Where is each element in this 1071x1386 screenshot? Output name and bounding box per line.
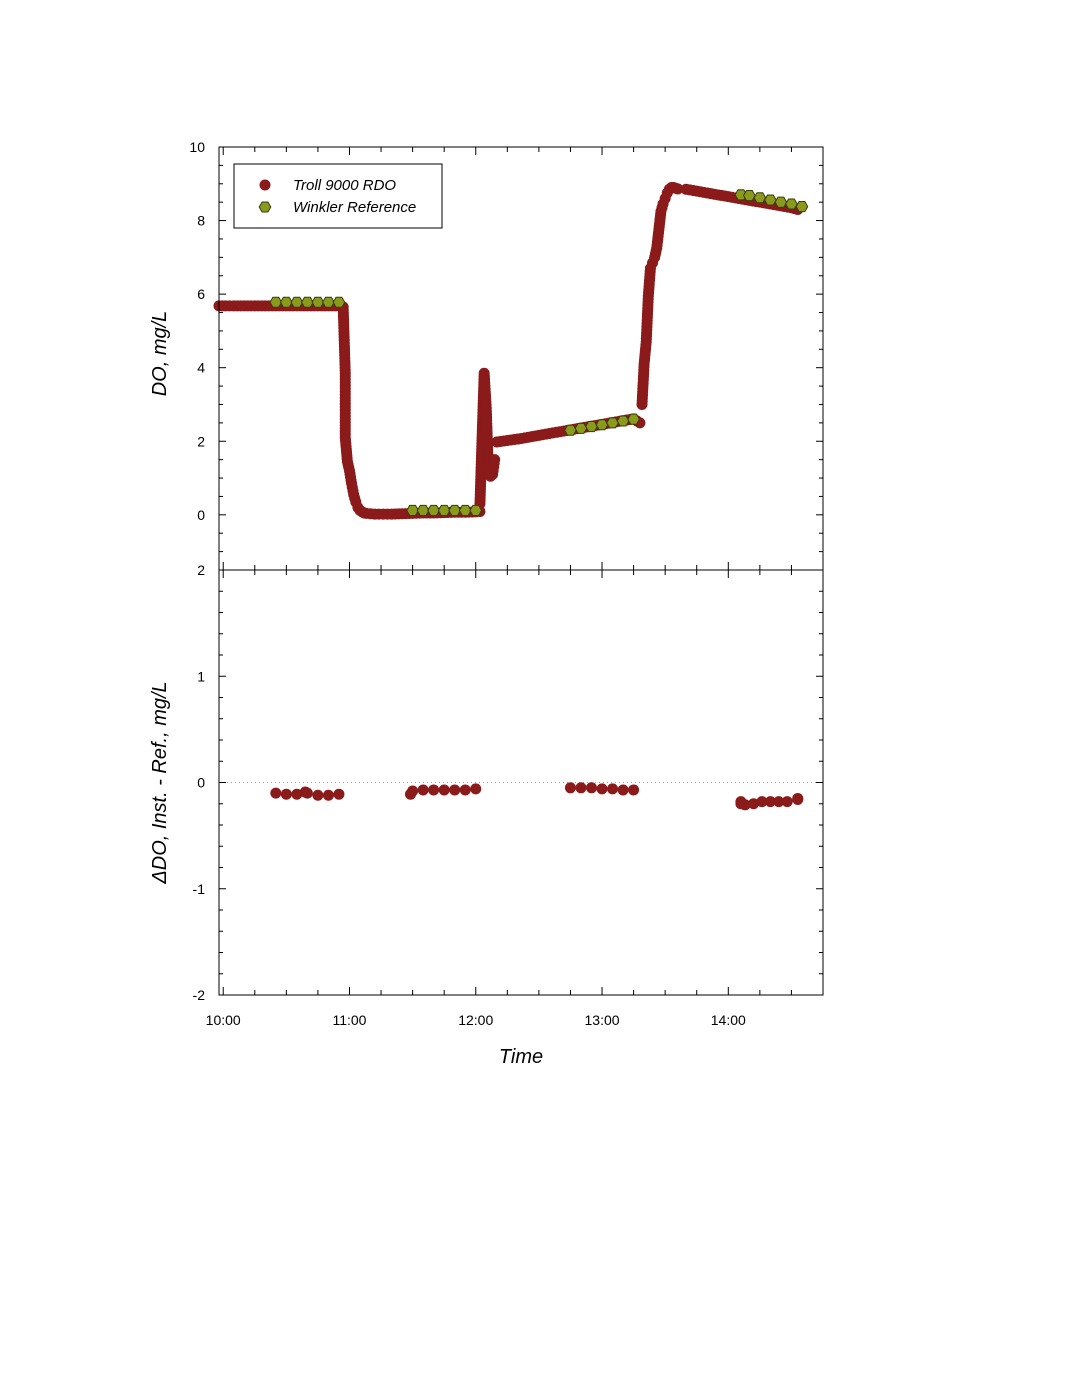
winkler-point (574, 422, 588, 434)
x-tick-label: 10:00 (206, 1012, 241, 1028)
x-tick-label: 11:00 (332, 1012, 366, 1028)
difference-point (280, 788, 292, 800)
difference-point (564, 782, 576, 794)
winkler-point (311, 296, 325, 308)
winkler-point (564, 424, 577, 436)
top-y-tick-label: 10 (189, 139, 205, 155)
difference-point (438, 784, 450, 796)
winkler-point (627, 413, 640, 425)
top-panel-ticks (219, 146, 824, 571)
winkler-point (416, 504, 430, 516)
top-panel-y-axis-title: DO, mg/L (149, 311, 171, 397)
legend-marker-winkler (258, 201, 272, 213)
top-y-tick-label: 6 (197, 286, 205, 302)
difference-point (617, 784, 629, 796)
top-panel: 0 2 4 6 8 10 DO, mg/L Troll 9000 RDO Winkler … (149, 139, 824, 571)
bottom-y-tick-label: -1 (193, 881, 206, 897)
winkler-point (616, 415, 630, 427)
difference-point (764, 796, 776, 808)
bottom-y-tick-label: 0 (197, 775, 205, 791)
winkler-point (437, 504, 451, 516)
x-axis-title: Time (499, 1046, 543, 1068)
legend-marker-troll (259, 179, 271, 191)
top-panel-points (213, 181, 809, 520)
difference-point (792, 792, 804, 804)
legend-entry-winkler: Winkler Reference (293, 199, 416, 216)
bottom-panel-points (270, 782, 804, 811)
bottom-panel-tick-labels: -2 -1 0 1 2 10:00 11:00 12:00 13:00 14:00 (193, 562, 746, 1028)
winkler-point (427, 504, 441, 516)
bottom-panel: -2 -1 0 1 2 10:00 11:00 12:00 13:00 14:00 ΔDO, In… (149, 562, 824, 1068)
difference-point (596, 783, 608, 795)
difference-point (301, 787, 313, 799)
winkler-point (595, 419, 609, 431)
difference-point (748, 798, 760, 810)
troll-point (489, 454, 501, 466)
winkler-point (406, 504, 419, 516)
bottom-panel-ticks (219, 569, 824, 996)
legend-entry-troll: Troll 9000 RDO (293, 177, 396, 194)
winkler-point (322, 296, 335, 308)
difference-point (628, 784, 640, 796)
bottom-y-tick-label: -2 (193, 987, 206, 1003)
difference-point (291, 788, 303, 800)
difference-point (417, 784, 429, 796)
difference-point (756, 796, 768, 808)
difference-point (607, 783, 619, 795)
winkler-point (734, 189, 748, 201)
difference-point (312, 789, 324, 801)
difference-point (470, 783, 482, 795)
top-y-tick-label: 8 (197, 213, 205, 229)
top-panel-tick-labels: 0 2 4 6 8 10 (189, 139, 205, 523)
winkler-point (742, 190, 756, 202)
winkler-point (785, 198, 798, 210)
top-y-tick-label: 4 (197, 360, 205, 376)
difference-point (322, 789, 334, 801)
difference-point (428, 784, 440, 796)
bottom-y-tick-label: 1 (197, 668, 205, 684)
top-y-tick-label: 2 (197, 433, 205, 449)
x-tick-label: 13:00 (585, 1012, 620, 1028)
winkler-point (301, 296, 314, 308)
winkler-point (585, 421, 598, 433)
winkler-point (269, 296, 283, 308)
winkler-point (753, 192, 767, 204)
winkler-point (290, 296, 304, 308)
winkler-point (795, 201, 809, 213)
difference-point (586, 782, 597, 794)
bottom-panel-frame (218, 569, 824, 996)
difference-point (333, 788, 345, 800)
winkler-point (332, 296, 346, 308)
bottom-y-tick-label: 2 (197, 562, 205, 578)
legend: Troll 9000 RDO Winkler Reference (233, 163, 443, 229)
winkler-point (279, 296, 293, 308)
x-tick-label: 12:00 (458, 1012, 493, 1028)
x-tick-label: 14:00 (711, 1012, 746, 1028)
legend-markers (258, 179, 272, 213)
troll-point (672, 183, 684, 195)
difference-point (449, 784, 461, 796)
difference-point (407, 785, 419, 797)
bottom-panel-y-axis-title: ΔDO, Inst. - Ref., mg/L (149, 681, 171, 884)
winkler-point (469, 504, 483, 516)
difference-point (459, 784, 471, 796)
winkler-point (448, 504, 462, 516)
winkler-point (458, 504, 472, 516)
difference-point (270, 787, 282, 799)
difference-point (575, 782, 587, 794)
top-y-tick-label: 0 (197, 507, 205, 523)
winkler-point (606, 417, 619, 429)
legend-box (233, 163, 443, 229)
winkler-point (764, 194, 777, 206)
winkler-point (774, 196, 788, 208)
difference-point (781, 796, 793, 808)
difference-point (773, 796, 785, 808)
difference-point (739, 799, 751, 811)
